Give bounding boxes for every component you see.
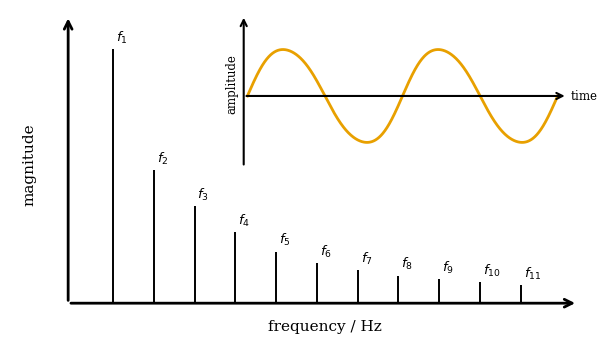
Text: magnitude: magnitude bbox=[22, 124, 37, 207]
Text: frequency / Hz: frequency / Hz bbox=[268, 320, 382, 334]
Text: $f_8$: $f_8$ bbox=[401, 256, 413, 273]
Text: $f_3$: $f_3$ bbox=[197, 187, 209, 203]
Text: $f_1$: $f_1$ bbox=[116, 30, 128, 46]
Text: $f_7$: $f_7$ bbox=[361, 251, 373, 267]
Text: amplitude: amplitude bbox=[226, 55, 239, 115]
Text: $f_6$: $f_6$ bbox=[320, 244, 332, 260]
Text: $f_2$: $f_2$ bbox=[157, 151, 168, 167]
Text: $f_{11}$: $f_{11}$ bbox=[524, 265, 541, 282]
Text: $f_{10}$: $f_{10}$ bbox=[483, 263, 501, 279]
Text: $f_9$: $f_9$ bbox=[442, 260, 454, 276]
Text: $f_4$: $f_4$ bbox=[238, 213, 250, 229]
Text: time $t$: time $t$ bbox=[570, 89, 600, 103]
Text: $f_5$: $f_5$ bbox=[279, 233, 290, 248]
